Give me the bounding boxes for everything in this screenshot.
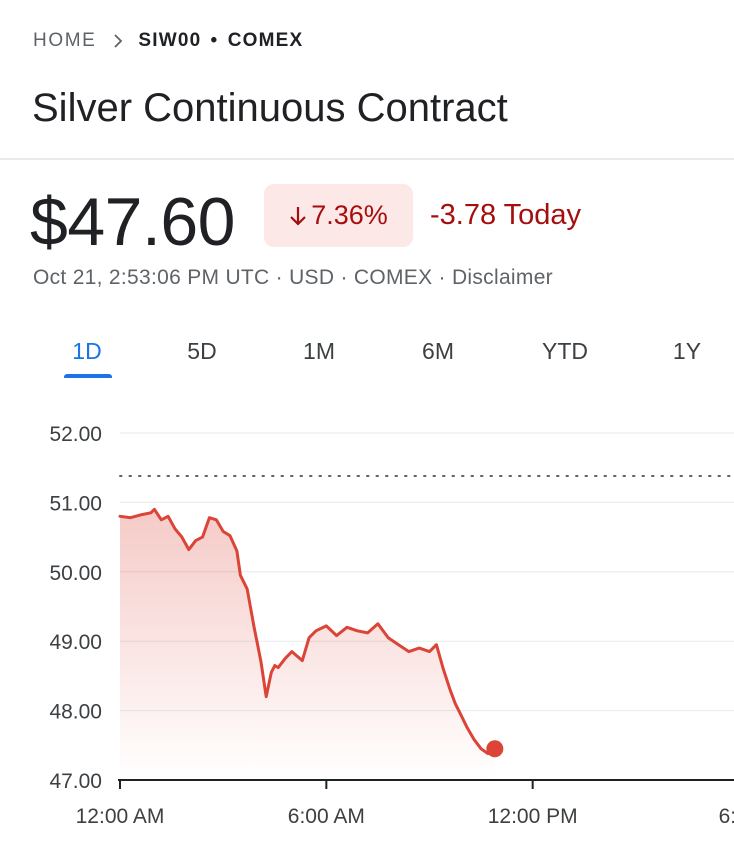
data-point [273,664,276,667]
data-point [473,738,476,741]
data-point [356,629,359,632]
data-point [215,518,218,521]
data-point [180,536,183,539]
data-point [376,622,379,625]
y-tick-label: 51.00 [49,492,102,515]
data-point [270,671,273,674]
time-range-tabs: 1D 5D 1M 6M YTD 1Y [0,332,734,382]
x-tick-label: 6:00 AM [288,805,365,828]
data-point [201,536,204,539]
data-point [325,624,328,627]
data-point [315,629,318,632]
data-point [290,650,293,653]
data-point [149,511,152,514]
data-point [235,549,238,552]
data-point [160,518,163,521]
data-point [256,643,259,646]
active-tab-indicator [64,374,112,378]
chevron-right-icon [114,34,123,48]
data-point [187,548,190,551]
data-point [208,516,211,519]
data-point [397,643,400,646]
data-point [253,626,256,629]
y-tick-label: 47.00 [49,770,102,793]
data-point [222,530,225,533]
last-price-marker [486,740,504,758]
data-point [335,634,338,637]
price-line [118,507,497,756]
quote-meta: Oct 21, 2:53:06 PM UTC · USD · COMEX · D… [33,266,553,289]
change-percent-value: 7.36% [311,200,388,230]
data-point [229,534,232,537]
header-divider [0,158,734,160]
page-title: Silver Continuous Contract [32,86,508,130]
data-point [301,659,304,662]
breadcrumb: HOME SIW00 • COMEX [33,30,303,52]
data-point [284,657,287,660]
data-point [387,636,390,639]
data-point [139,513,142,516]
x-tick-label: 12:00 AM [76,805,165,828]
breadcrumb-exchange: COMEX [227,30,304,51]
y-tick-label: 52.00 [49,423,102,446]
data-point [174,527,177,530]
data-point [239,574,242,577]
tab-1y[interactable]: 1Y [672,338,702,364]
data-point [466,726,469,729]
data-point [167,515,170,518]
data-point [459,713,462,716]
x-tick-label: 12:00 PM [488,805,578,828]
data-point [129,516,132,519]
breadcrumb-symbol: SIW00 [138,30,202,51]
data-point [277,666,280,669]
data-point [366,631,369,634]
data-point [407,650,410,653]
data-point [265,695,268,698]
tab-5d[interactable]: 5D [187,338,217,364]
price-chart[interactable]: 52.00 51.00 50.00 49.00 48.00 47.00 12:00 AM 6:… [0,400,734,850]
y-tick-label: 48.00 [49,701,102,724]
data-point [442,667,445,670]
change-today: -3.78 Today [430,199,582,231]
current-price: $47.60 [30,184,235,260]
tab-1m[interactable]: 1M [303,338,335,364]
x-tick-label: 6:00 [719,805,734,828]
data-point [418,647,421,650]
data-point [480,747,483,750]
data-point [449,688,452,691]
data-point [308,636,311,639]
data-point [454,702,457,705]
data-point [246,588,249,591]
data-point [428,650,431,653]
tab-ytd[interactable]: YTD [542,338,588,364]
data-point [259,661,262,664]
breadcrumb-separator: • [210,30,219,51]
arrow-down-icon [290,206,306,226]
data-point [345,626,348,629]
change-percent-badge: 7.36% [264,184,413,247]
tab-1d[interactable]: 1D [72,338,102,364]
breadcrumb-home-link[interactable]: HOME [33,30,97,51]
data-point [153,508,156,511]
y-tick-label: 50.00 [49,562,102,585]
data-point [119,515,122,518]
data-point [194,539,197,542]
y-tick-label: 49.00 [49,631,102,654]
data-point [435,643,438,646]
tab-6m[interactable]: 6M [422,338,454,364]
